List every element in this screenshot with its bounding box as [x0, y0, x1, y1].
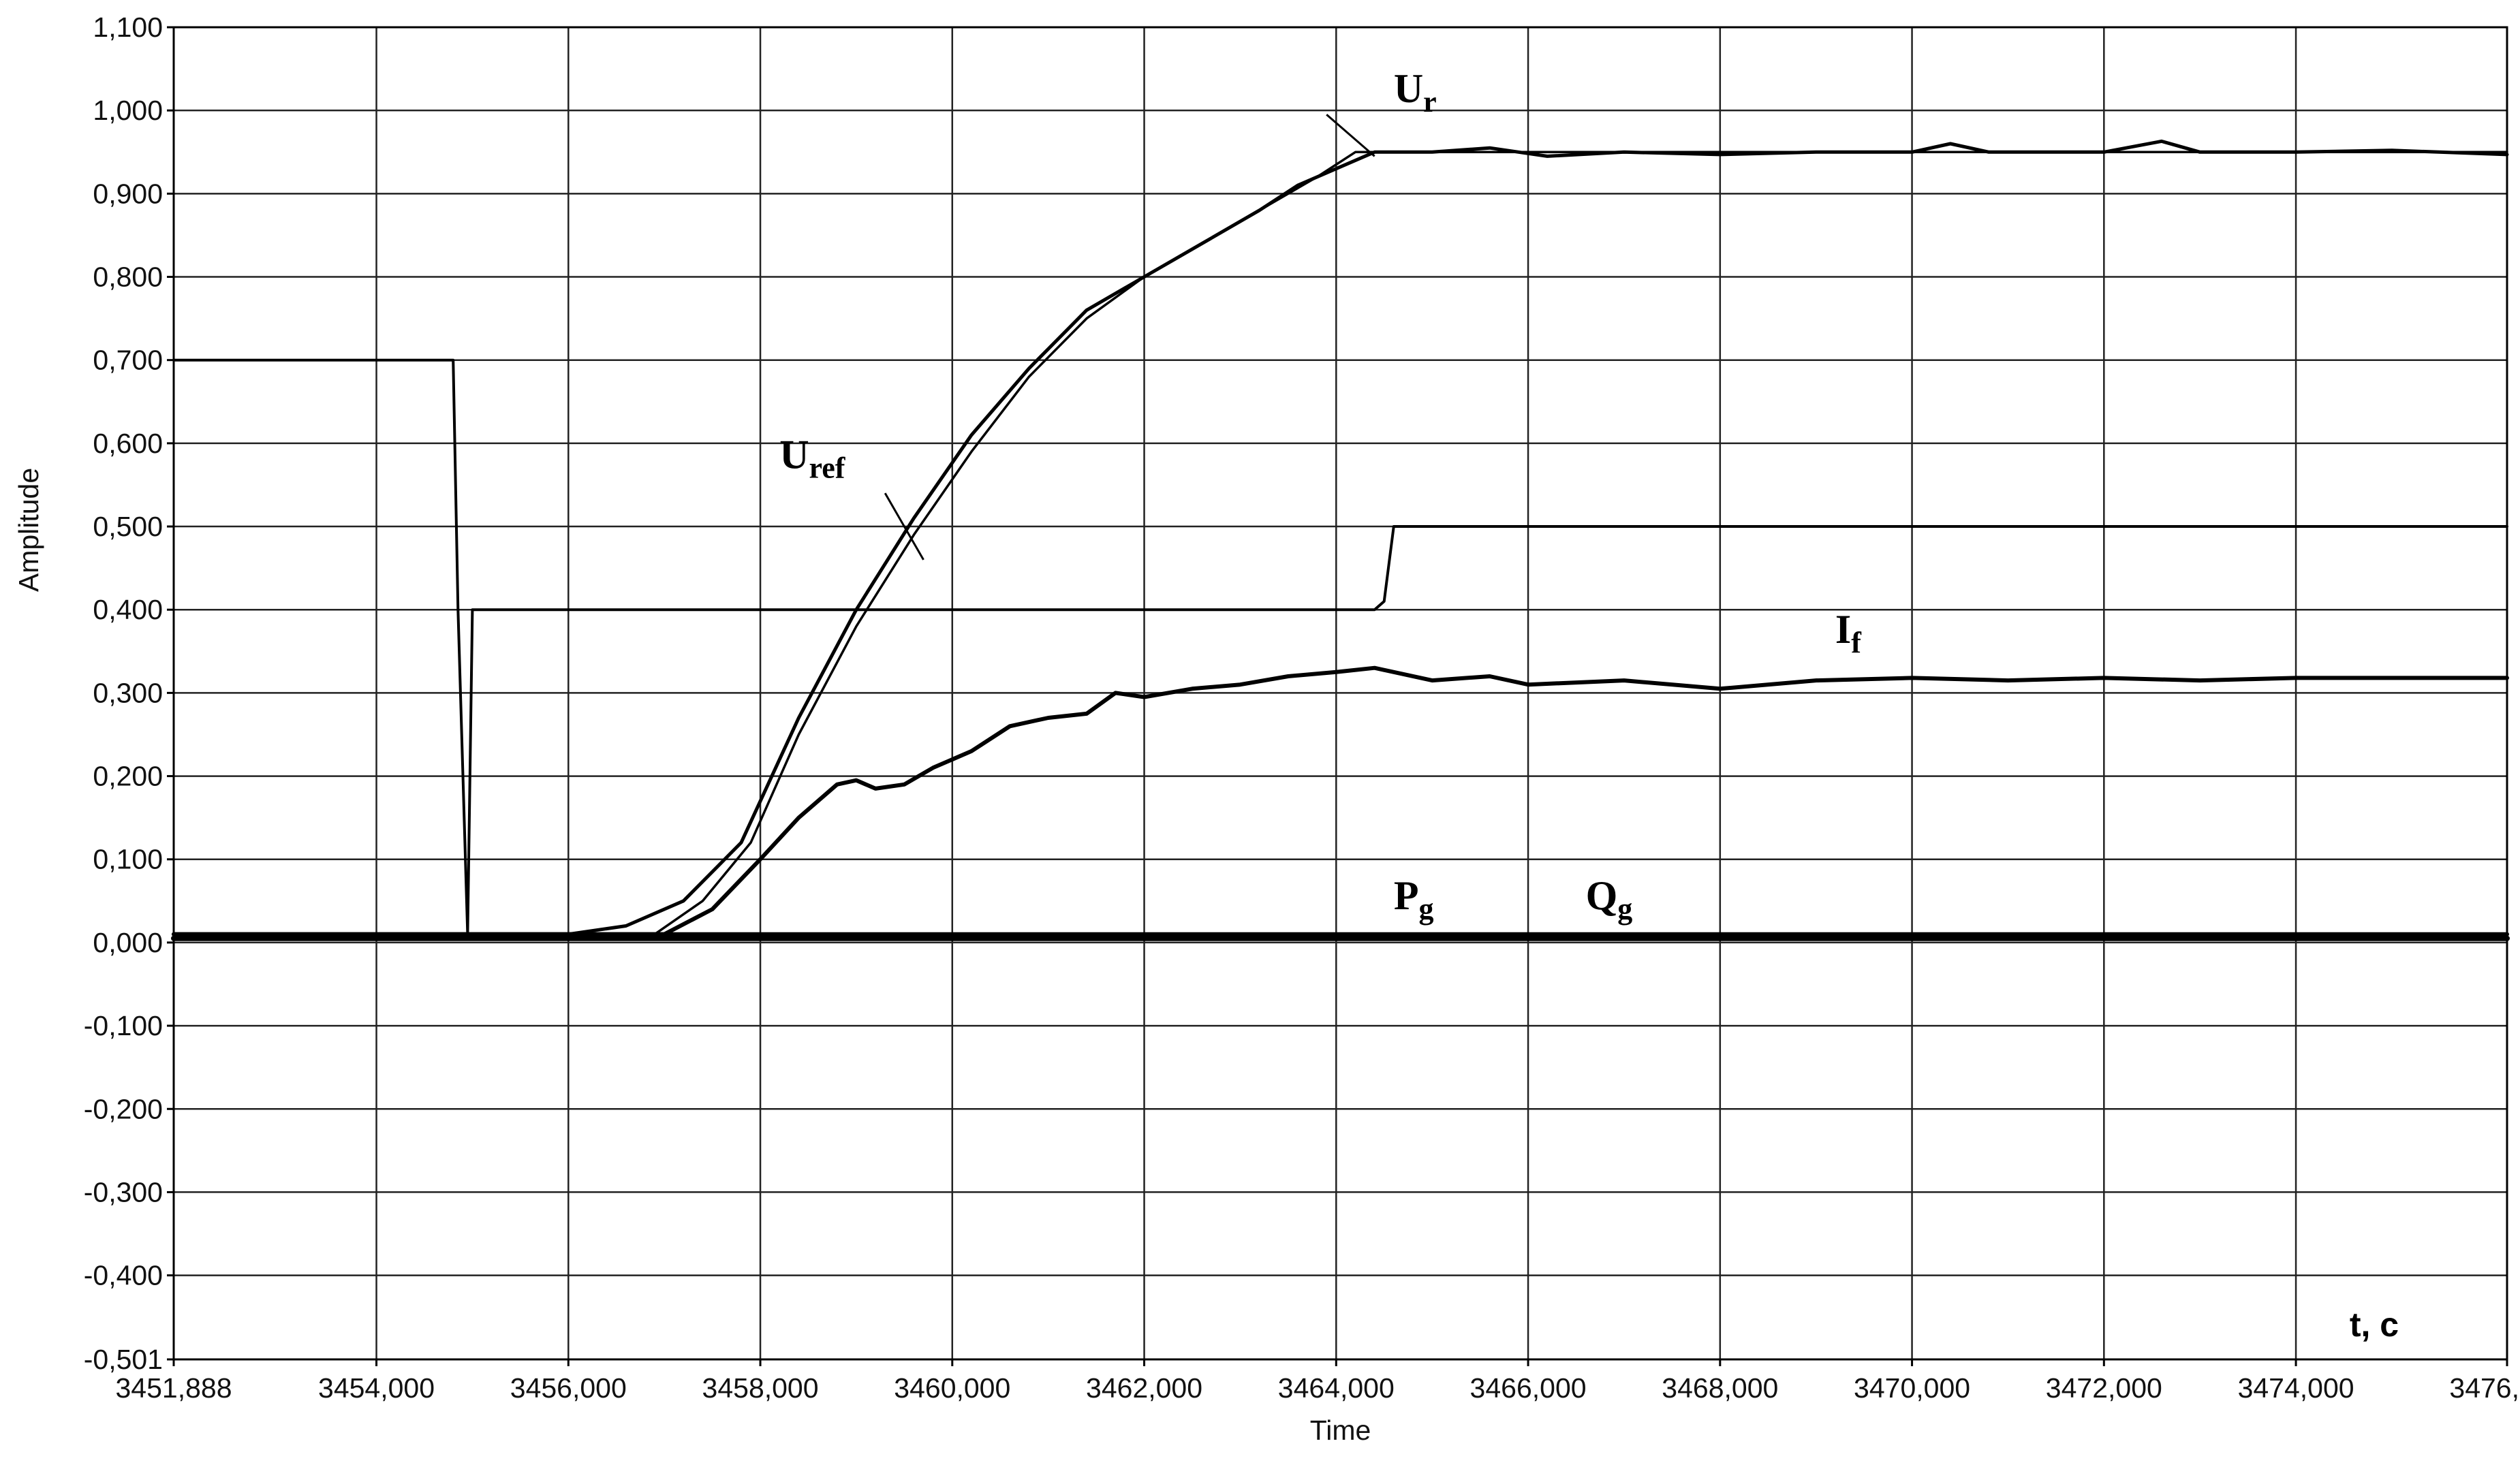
series-line-if	[172, 665, 2509, 936]
uref-leader-line	[884, 492, 924, 561]
y-tick-label: 1,100	[93, 12, 163, 43]
x-tick-label: 3460,000	[894, 1372, 1010, 1404]
y-tick-label: -0,100	[84, 1010, 163, 1041]
y-tick-label: -0,501	[84, 1344, 163, 1375]
series-layer	[171, 139, 2510, 941]
plot-frame	[172, 26, 2508, 1361]
series-label: Qg	[1586, 873, 1633, 926]
y-tick-label: -0,400	[84, 1260, 163, 1291]
y-tick-label: -0,200	[84, 1093, 163, 1124]
series-annotations: Ur Uref If Pg Qg	[779, 66, 1862, 926]
x-tick-label: 3474,000	[2238, 1372, 2354, 1404]
series-label: Ur	[1394, 66, 1437, 119]
grid	[167, 26, 2508, 1366]
y-tick-label: 0,400	[93, 594, 163, 625]
x-tick-label: 3476,	[2449, 1372, 2519, 1404]
x-tick-label: 3472,000	[2046, 1372, 2162, 1404]
x-tick-label: 3451,888	[115, 1372, 232, 1404]
series-label: Pg	[1394, 873, 1434, 926]
y-tick-label: 0,700	[93, 345, 163, 376]
y-tick-label: 0,300	[93, 677, 163, 708]
y-tick-label: 0,000	[93, 927, 163, 958]
y-tick-label: -0,300	[84, 1176, 163, 1208]
y-tick-label: 0,500	[93, 511, 163, 542]
series-label: If	[1835, 607, 1862, 659]
y-tick-label: 0,600	[93, 428, 163, 459]
x-tick-label: 3454,000	[318, 1372, 435, 1404]
y-tick-label: 0,200	[93, 761, 163, 792]
y-tick-label: 0,900	[93, 178, 163, 209]
x-tick-label: 3458,000	[702, 1372, 819, 1404]
y-tick-label: 0,800	[93, 262, 163, 293]
y-tick-label: 1,000	[93, 95, 163, 126]
series-label: Uref	[779, 432, 846, 485]
y-tick-labels: 1,100 1,000 0,900 0,800 0,700 0,600 0,500 0,400…	[84, 12, 163, 1375]
series-line-step	[172, 358, 2508, 936]
y-tick-label: 0,100	[93, 844, 163, 875]
x-tick-label: 3468,000	[1662, 1372, 1778, 1404]
x-tick-label: 3464,000	[1278, 1372, 1395, 1404]
y-axis-title: Amplitude	[13, 468, 44, 592]
x-tick-label: 3466,000	[1470, 1372, 1587, 1404]
x-tick-label: 3462,000	[1086, 1372, 1202, 1404]
x-tick-labels: 3451,888 3454,000 3456,000 3458,000 3460,000…	[115, 1372, 2519, 1404]
series-line-uref	[172, 151, 2508, 936]
x-tick-label: 3470,000	[1854, 1372, 1970, 1404]
x-axis-title: Time	[1310, 1415, 1371, 1446]
ur-leader-line	[1326, 114, 1375, 157]
series-line-ur	[172, 139, 2509, 936]
time-unit-label: t, c	[2350, 1306, 2399, 1344]
x-tick-label: 3456,000	[510, 1372, 627, 1404]
